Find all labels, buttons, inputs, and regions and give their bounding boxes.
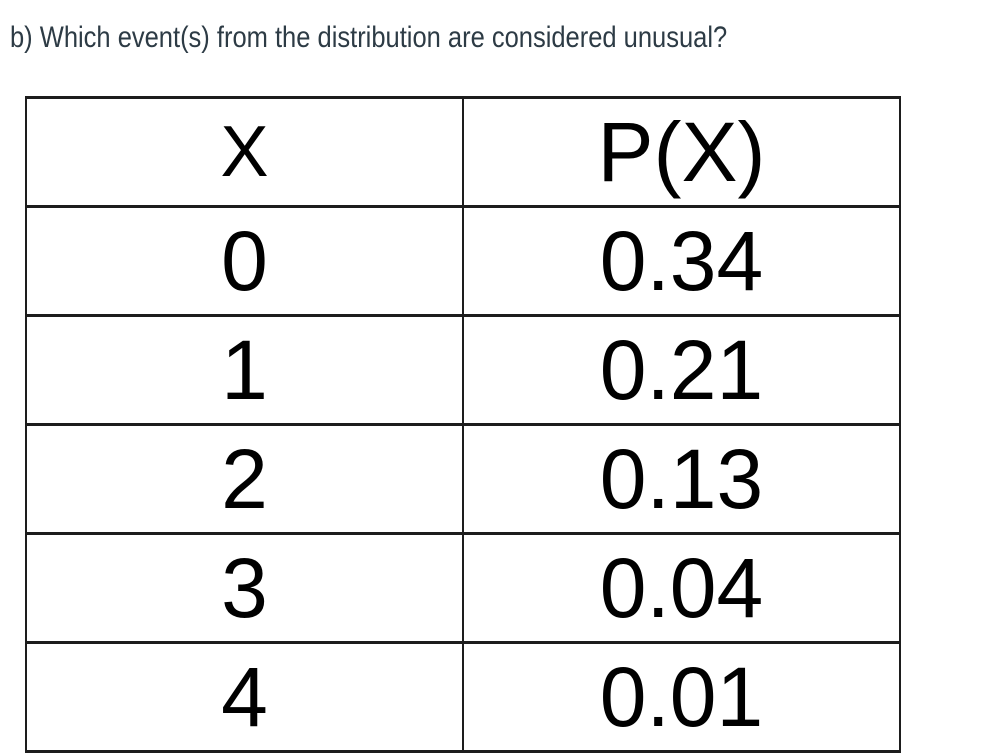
table-row: 3 0.04: [25, 532, 901, 644]
cell-x-3: 3: [25, 532, 464, 644]
column-header-px: P(X): [462, 96, 901, 208]
cell-x-0: 0: [25, 205, 464, 317]
cell-x-1: 1: [25, 314, 464, 426]
table-row: 0 0.34: [25, 205, 901, 317]
probability-distribution-table: X P(X) 0 0.34 1 0.21 2 0.13 3 0.04 4 0.0…: [25, 96, 901, 753]
cell-px-3: 0.04: [462, 532, 901, 644]
question-text: b) Which event(s) from the distribution …: [10, 21, 728, 54]
cell-x-4: 4: [25, 641, 464, 753]
cell-px-0: 0.34: [462, 205, 901, 317]
cell-px-2: 0.13: [462, 423, 901, 535]
table-header-row: X P(X): [25, 96, 901, 208]
table-row: 1 0.21: [25, 314, 901, 426]
column-header-x: X: [25, 96, 464, 208]
table-row: 2 0.13: [25, 423, 901, 535]
question-text-row: b) Which event(s) from the distribution …: [10, 20, 854, 56]
cell-px-1: 0.21: [462, 314, 901, 426]
cell-px-4: 0.01: [462, 641, 901, 753]
cell-x-2: 2: [25, 423, 464, 535]
table-row: 4 0.01: [25, 641, 901, 753]
